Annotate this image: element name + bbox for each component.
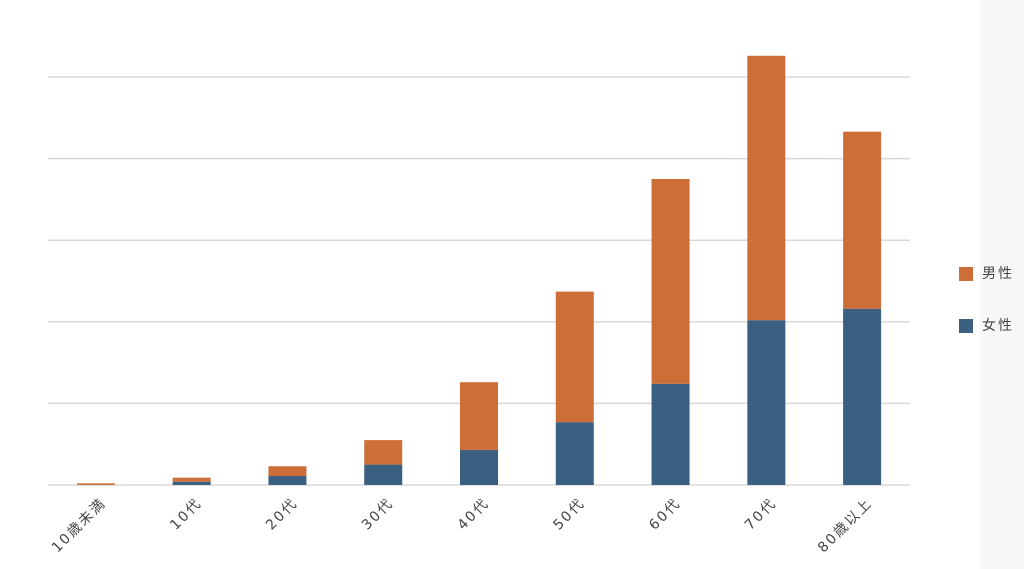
bar-segment [555, 422, 594, 485]
x-tick-label: 60代 [646, 495, 684, 533]
x-tick-label: 40代 [455, 495, 493, 533]
bar-segment [364, 464, 403, 485]
legend-label: 男性 [982, 266, 1014, 282]
bar-segment [460, 449, 498, 485]
x-tick-label: 20代 [263, 495, 301, 533]
bar-segment [651, 383, 690, 485]
bar-segment [460, 382, 498, 450]
legend-label: 女性 [982, 317, 1014, 334]
bar-segment [364, 440, 403, 465]
bar-segment [268, 466, 307, 477]
x-tick-label: 10代 [167, 495, 205, 533]
bar-segment [747, 320, 786, 485]
bar-segment [555, 291, 594, 423]
bar-segment [172, 481, 211, 485]
bar-segment [268, 476, 307, 485]
x-tick-label: 30代 [359, 495, 397, 533]
x-tick-label: 50代 [550, 495, 588, 533]
x-tick-label: 80歳以上 [815, 495, 876, 556]
bar-segment [651, 178, 690, 384]
bar-segment [843, 131, 882, 309]
x-tick-label: 10歳未満 [49, 495, 110, 556]
bar-segment [747, 55, 786, 321]
bar-segment [76, 483, 115, 485]
side-strip [980, 0, 1024, 569]
bar-segment [172, 477, 211, 482]
bar-segment [843, 308, 882, 485]
x-tick-label: 70代 [742, 495, 780, 533]
legend-swatch [959, 267, 973, 281]
legend-swatch [959, 319, 973, 333]
